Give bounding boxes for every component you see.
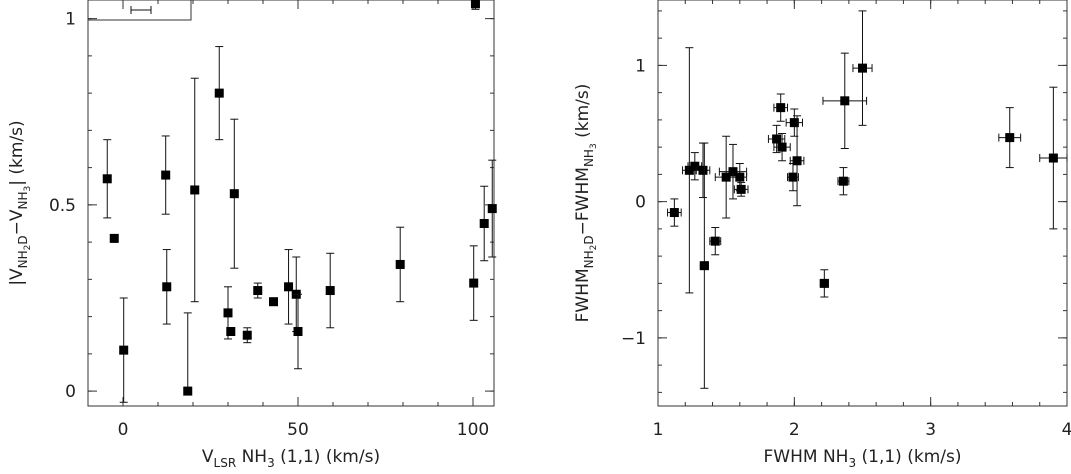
data-point xyxy=(789,118,799,128)
data-point xyxy=(669,208,679,218)
data-point xyxy=(223,308,233,318)
x-tick-label: 50 xyxy=(287,420,309,440)
data-point xyxy=(728,167,738,177)
data-point xyxy=(162,282,172,292)
data-point xyxy=(777,142,787,152)
x-tick-label: 3 xyxy=(925,420,936,440)
data-point xyxy=(772,134,782,144)
data-point xyxy=(684,165,694,175)
data-point xyxy=(736,184,746,194)
data-point xyxy=(698,165,708,175)
data-point xyxy=(214,88,224,98)
data-point xyxy=(1048,153,1058,163)
data-point xyxy=(119,345,129,355)
data-point xyxy=(325,286,335,296)
data-point xyxy=(858,63,867,73)
legend-box xyxy=(87,0,192,21)
y-tick-label: −1 xyxy=(621,329,646,349)
data-point xyxy=(840,96,850,106)
data-point xyxy=(721,172,731,182)
plot-frame xyxy=(657,0,1068,407)
x-axis-label: VLSR NH3 (1,1) (km/s) xyxy=(202,447,380,469)
x-axis-label: FWHM NH3 (1,1) (km/s) xyxy=(764,447,962,469)
data-point xyxy=(487,204,497,214)
data-point xyxy=(792,156,802,166)
x-tick-label: 1 xyxy=(653,420,664,440)
y-tick-label: 0 xyxy=(65,382,76,402)
data-point xyxy=(284,282,294,292)
y-axis-label: |VNH2D−VNH3| (km/s) xyxy=(7,120,33,285)
data-point xyxy=(1005,133,1015,143)
y-tick-label: 0 xyxy=(635,193,646,213)
data-point xyxy=(776,103,786,113)
y-tick-label: 1 xyxy=(635,56,646,76)
data-point xyxy=(226,327,236,337)
data-point xyxy=(229,189,239,199)
data-point xyxy=(469,278,479,288)
left-panel: 0 50 100 0 0.5 1 VLSR NH3 (1,1) (km/s) |VNH2D−V… xyxy=(7,0,497,470)
data-point xyxy=(253,286,263,296)
data-point xyxy=(838,176,848,186)
plot-frame xyxy=(87,0,495,407)
y-axis-label: FWHMNH2D−FWHMNH3 (km/s) xyxy=(573,84,599,323)
data-point xyxy=(395,259,405,269)
x-tick-label: 4 xyxy=(1062,420,1071,440)
data-point xyxy=(183,386,193,396)
y-tick-label: 1 xyxy=(65,10,76,30)
data-point xyxy=(690,161,700,171)
x-tick-label: 0 xyxy=(118,420,129,440)
data-point xyxy=(161,170,171,180)
y-tick-label: 0.5 xyxy=(49,196,76,216)
data-point xyxy=(735,172,745,182)
x-tick-label: 2 xyxy=(789,420,800,440)
data-point xyxy=(109,233,119,243)
data-point xyxy=(102,174,112,184)
x-tick-label: 100 xyxy=(457,420,489,440)
data-point xyxy=(819,278,829,288)
data-point xyxy=(269,297,278,307)
data-point xyxy=(699,261,709,271)
data-point xyxy=(470,0,480,9)
right-panel: 1 2 3 4 −1 0 1 FWHM NH3 (1,1) (km/s) FWHMNH2D−FW… xyxy=(573,0,1071,470)
data-point xyxy=(710,236,720,246)
data-point xyxy=(242,330,252,340)
data-point xyxy=(190,185,200,195)
data-point xyxy=(293,327,303,337)
data-point xyxy=(479,218,489,228)
data-point xyxy=(788,172,798,182)
